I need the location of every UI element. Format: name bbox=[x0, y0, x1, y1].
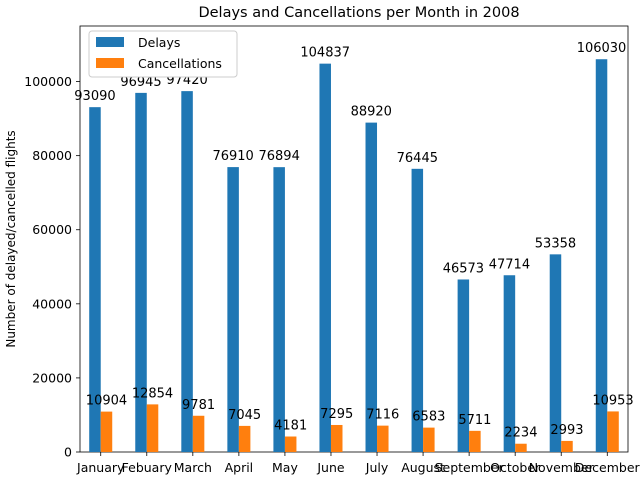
data-label: 2993 bbox=[550, 423, 583, 438]
data-label: 7116 bbox=[366, 408, 399, 423]
y-tick-label: 40000 bbox=[32, 296, 72, 311]
bar-delays bbox=[503, 275, 516, 452]
chart-title: Delays and Cancellations per Month in 20… bbox=[198, 5, 519, 21]
bar-cancellations bbox=[192, 415, 205, 452]
bar-cancellations bbox=[377, 425, 389, 452]
x-tick-label: September bbox=[435, 460, 505, 475]
legend-swatch bbox=[96, 58, 124, 68]
data-label: 104837 bbox=[300, 46, 350, 61]
bars-layer bbox=[89, 59, 619, 453]
y-tick-label: 60000 bbox=[32, 222, 72, 237]
x-tick-label: October bbox=[490, 460, 541, 475]
data-label: 7045 bbox=[228, 408, 261, 423]
data-label: 2234 bbox=[504, 426, 537, 441]
x-tick-label: March bbox=[174, 460, 212, 475]
x-tick-label: Febuary bbox=[122, 460, 173, 475]
bar-delays bbox=[181, 91, 193, 452]
x-tick-label: April bbox=[225, 460, 254, 475]
data-label: 88920 bbox=[351, 105, 392, 120]
data-label: 76894 bbox=[258, 149, 299, 164]
legend-label: Cancellations bbox=[138, 56, 222, 71]
x-tick-label: July bbox=[365, 460, 389, 475]
bar-delays bbox=[411, 168, 424, 452]
data-label: 106030 bbox=[577, 41, 627, 56]
bar-delays bbox=[89, 107, 101, 452]
bar-cancellations bbox=[100, 411, 113, 452]
y-tick-label: 0 bbox=[64, 445, 72, 460]
data-label: 47714 bbox=[489, 257, 530, 272]
data-label: 10904 bbox=[86, 394, 127, 409]
data-label: 46573 bbox=[443, 261, 484, 276]
bar-cancellations bbox=[330, 424, 343, 452]
y-tick-label: 100000 bbox=[24, 74, 72, 89]
data-label: 53358 bbox=[535, 236, 576, 251]
x-tick-label: August bbox=[401, 460, 445, 475]
data-label: 4181 bbox=[274, 419, 307, 434]
x-tick-label: June bbox=[316, 460, 345, 475]
y-axis: 0 20000 40000 60000 80000 100000 bbox=[24, 74, 80, 460]
x-tick-label: May bbox=[272, 460, 298, 475]
bar-cancellations bbox=[146, 404, 159, 452]
data-label: 9781 bbox=[182, 398, 215, 413]
plot-frame bbox=[79, 25, 629, 453]
data-label: 5711 bbox=[458, 413, 491, 428]
bar-cancellations bbox=[469, 430, 481, 452]
legend-swatch bbox=[96, 37, 124, 47]
y-tick-label: 80000 bbox=[32, 148, 72, 163]
data-label: 6583 bbox=[412, 410, 445, 425]
data-label: 93090 bbox=[74, 89, 115, 104]
data-label: 96945 bbox=[120, 75, 161, 90]
plot-area bbox=[79, 25, 629, 453]
bar-delays bbox=[549, 254, 562, 452]
data-label: 76445 bbox=[397, 151, 438, 166]
bar-delays bbox=[365, 122, 378, 453]
x-tick-label: November bbox=[529, 460, 595, 475]
data-label: 76910 bbox=[212, 149, 253, 164]
legend-box bbox=[88, 30, 238, 78]
bar-cancellations bbox=[561, 440, 573, 452]
bar-delays bbox=[135, 92, 147, 452]
bar-delays bbox=[595, 59, 608, 453]
data-label: 10953 bbox=[592, 393, 633, 408]
x-tick-label: December bbox=[575, 460, 640, 475]
bar-cancellations bbox=[515, 443, 527, 452]
bar-delays bbox=[457, 279, 470, 452]
legend-label: Delays bbox=[138, 35, 180, 50]
bar-delays bbox=[273, 167, 285, 452]
bar-cancellations bbox=[238, 425, 251, 452]
bar-delays bbox=[227, 167, 239, 452]
y-tick-label: 20000 bbox=[32, 370, 72, 385]
y-axis-label: Number of delayed/cancelled flights bbox=[4, 130, 18, 347]
x-tick-label: January bbox=[76, 460, 125, 475]
data-label: 12854 bbox=[132, 386, 173, 401]
bar-cancellations bbox=[284, 436, 297, 452]
data-label: 7295 bbox=[320, 407, 353, 422]
legend: Delays Cancellations bbox=[88, 30, 238, 78]
bar-cancellations bbox=[607, 411, 619, 452]
bar-delays bbox=[319, 63, 331, 453]
bar-cancellations bbox=[423, 427, 435, 452]
